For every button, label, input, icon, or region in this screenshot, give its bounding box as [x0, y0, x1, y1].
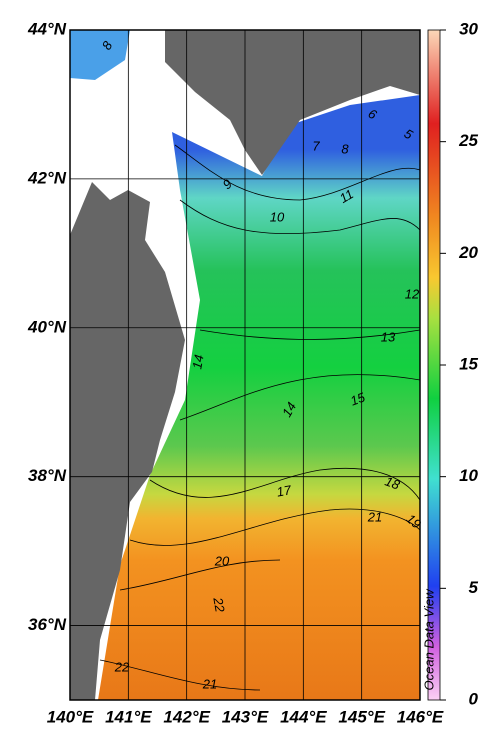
- colorbar-tick-label: 25: [458, 131, 478, 150]
- colorbar-tick-label: 5: [469, 578, 479, 597]
- contour-label: 21: [367, 509, 382, 524]
- y-tick-label: 36°N: [28, 615, 67, 634]
- x-tick-label: 146°E: [397, 707, 444, 726]
- contour-label: 12: [405, 286, 420, 301]
- contour-label: 15: [348, 389, 367, 408]
- land: [70, 182, 185, 700]
- colorbar-tick-label: 10: [459, 466, 478, 485]
- contour-label: 10: [270, 209, 285, 224]
- contour-label: 7: [312, 138, 320, 153]
- y-tick-label: 44°N: [27, 19, 67, 38]
- contour-label: 18: [383, 473, 402, 492]
- colorbar-tick-label: 20: [458, 243, 478, 262]
- x-tick-label: 140°E: [47, 707, 94, 726]
- x-tick-label: 145°E: [338, 707, 385, 726]
- colorbar-tick-label: 0: [469, 689, 479, 708]
- contour-label: 22: [210, 595, 228, 614]
- x-tick-label: 144°E: [280, 707, 327, 726]
- y-tick-label: 40°N: [27, 317, 67, 336]
- watermark: Ocean Data View: [421, 588, 436, 691]
- contour-label: 14: [279, 399, 299, 419]
- x-tick-label: 142°E: [163, 707, 210, 726]
- contour-label: 13: [381, 329, 396, 344]
- sea-patch: [70, 30, 130, 80]
- contour-label: 14: [189, 353, 206, 370]
- contour-label: 11: [337, 186, 356, 206]
- sea-field: [98, 95, 420, 700]
- x-tick-label: 143°E: [222, 707, 269, 726]
- contour-label: 17: [275, 482, 293, 499]
- y-tick-label: 42°N: [27, 168, 67, 187]
- contour-label: 8: [341, 141, 349, 156]
- contour-label: 22: [114, 659, 130, 674]
- land: [165, 30, 420, 175]
- x-tick-label: 141°E: [105, 707, 152, 726]
- colorbar-tick-label: 15: [459, 354, 478, 373]
- contour-label: 21: [202, 676, 217, 691]
- colorbar-tick-label: 30: [459, 19, 478, 38]
- y-tick-label: 38°N: [28, 466, 67, 485]
- contour-label: 20: [214, 553, 230, 568]
